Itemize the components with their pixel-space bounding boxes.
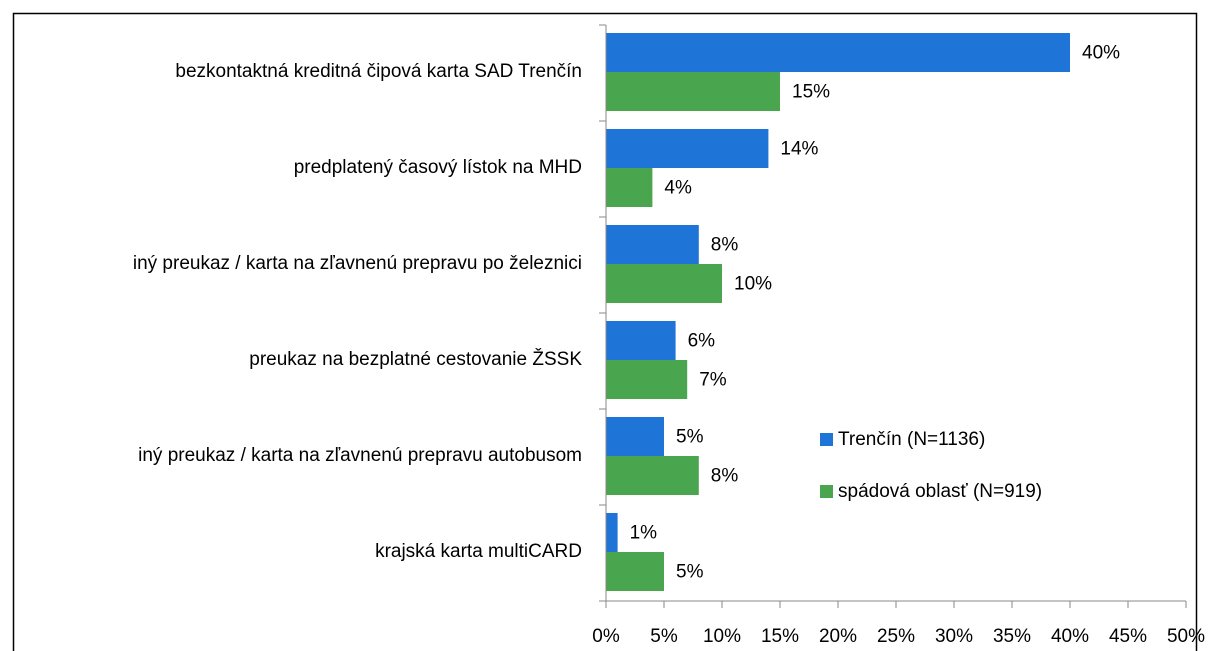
- bar: [606, 456, 699, 495]
- data-label: 15%: [792, 82, 830, 103]
- legend-label: spádová oblasť (N=919): [838, 481, 1042, 502]
- data-label: 5%: [676, 562, 704, 583]
- data-label: 8%: [711, 466, 739, 487]
- category-label: predplatený časový lístok na MHD: [294, 157, 582, 178]
- data-label: 7%: [699, 370, 727, 391]
- legend-label: Trenčín (N=1136): [838, 429, 985, 450]
- bar: [606, 225, 699, 264]
- category-label: bezkontaktná kreditná čipová karta SAD T…: [175, 61, 582, 82]
- data-label: 5%: [676, 427, 704, 448]
- data-label: 4%: [664, 178, 692, 199]
- bar: [606, 33, 1070, 72]
- bar: [606, 264, 722, 303]
- x-tick-label: 0%: [592, 626, 620, 647]
- bar: [606, 168, 653, 207]
- x-tick-label: 40%: [1051, 626, 1089, 647]
- frame: [12, 12, 1198, 651]
- bar: [606, 360, 688, 399]
- x-tick-label: 5%: [650, 626, 678, 647]
- category-label: iný preukaz / karta na zľavnenú prepravu…: [133, 253, 582, 274]
- bar: [606, 417, 664, 456]
- x-tick-label: 20%: [819, 626, 857, 647]
- x-tick-label: 30%: [935, 626, 973, 647]
- x-tick-label: 50%: [1167, 626, 1205, 647]
- legend-swatch: [820, 485, 833, 498]
- category-label: preukaz na bezplatné cestovanie ŽSSK: [249, 348, 582, 370]
- bar: [606, 72, 780, 111]
- category-label: krajská karta multiCARD: [375, 541, 582, 562]
- data-label: 40%: [1082, 43, 1120, 64]
- category-label: iný preukaz / karta na zľavnenú prepravu…: [138, 445, 582, 466]
- bar: [606, 513, 618, 552]
- data-label: 14%: [780, 139, 818, 160]
- bar: [606, 129, 769, 168]
- legend-swatch: [820, 433, 833, 446]
- data-label: 8%: [711, 235, 739, 256]
- x-tick-label: 25%: [877, 626, 915, 647]
- x-tick-label: 15%: [761, 626, 799, 647]
- data-label: 1%: [630, 523, 658, 544]
- data-label: 10%: [734, 274, 772, 295]
- data-label: 6%: [688, 331, 716, 352]
- x-tick-label: 10%: [703, 626, 741, 647]
- x-tick-label: 35%: [993, 626, 1031, 647]
- bar: [606, 552, 664, 591]
- bar: [606, 321, 676, 360]
- x-tick-label: 45%: [1109, 626, 1147, 647]
